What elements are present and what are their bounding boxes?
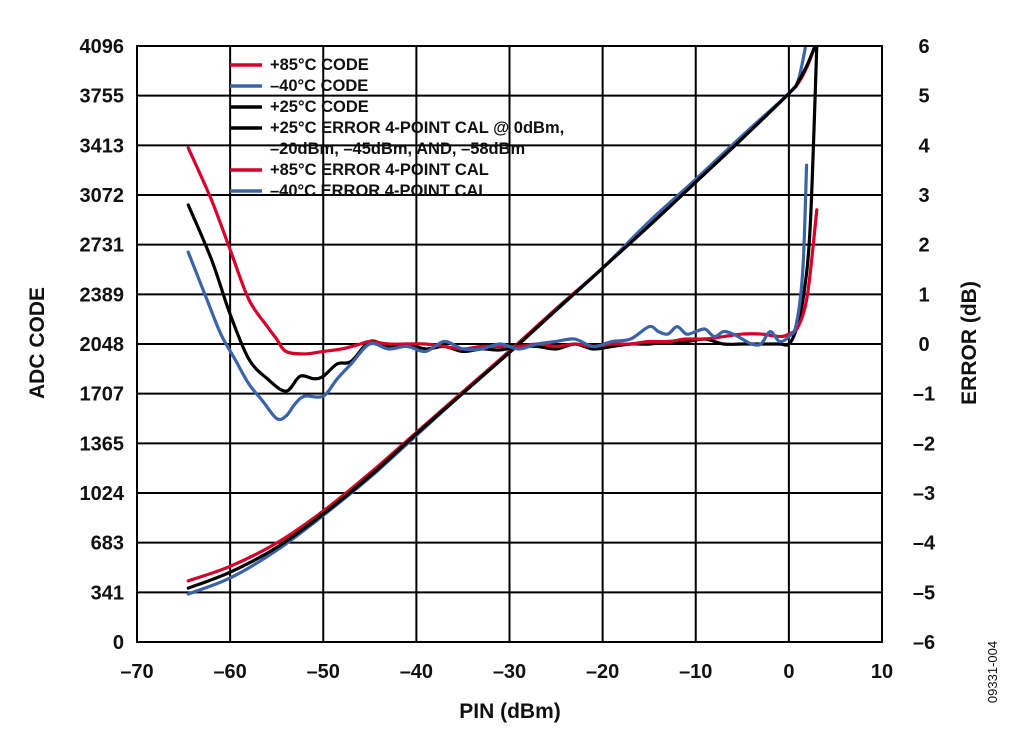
legend-label-4: +25°C ERROR 4-POINT CAL @ 0dBm, <box>270 119 564 137</box>
x-tick-label: –60 <box>213 661 246 683</box>
y-axis-label: ADC CODE <box>26 287 49 399</box>
y2-tick-label: 0 <box>918 334 929 356</box>
y-tick-label: 4096 <box>80 36 125 58</box>
x-axis-label: PIN (dBm) <box>459 700 561 723</box>
y2-tick-label: –5 <box>913 582 935 604</box>
x-tick-label: –10 <box>679 661 712 683</box>
series-line-3 <box>186 46 817 590</box>
y2-tick-label: 4 <box>918 135 930 157</box>
y-tick-label: 2731 <box>80 235 125 257</box>
y2-tick-label: 5 <box>918 86 929 108</box>
series-layer <box>186 46 819 596</box>
y-tick-label: 341 <box>91 582 124 604</box>
tick-labels: –70 –60 –50 –40 –30 –20 –10 0 100341683102413651… <box>80 36 936 683</box>
y2-tick-label: –3 <box>913 483 935 505</box>
y2-tick-label: –4 <box>913 533 936 555</box>
x-tick-label: –20 <box>586 661 619 683</box>
y-tick-label: 2048 <box>80 334 125 356</box>
y-tick-label: 3413 <box>80 135 125 157</box>
plot-frame <box>136 45 883 643</box>
x-tick-label: –50 <box>307 661 340 683</box>
x-tick-label: –40 <box>400 661 433 683</box>
y2-tick-label: –1 <box>913 384 935 406</box>
y-tick-label: 683 <box>91 533 124 555</box>
x-tick-label: –30 <box>493 661 526 683</box>
y2-tick-label: 2 <box>918 235 929 257</box>
y2-tick-label: 6 <box>918 36 929 58</box>
legend-label-3: +25°C CODE <box>270 98 369 116</box>
series-line-6 <box>186 163 809 422</box>
x-tick-label: 10 <box>871 661 893 683</box>
legend-label-2: –40°C CODE <box>270 77 368 95</box>
y-tick-label: 2389 <box>80 284 125 306</box>
y2-tick-label: –2 <box>913 433 935 455</box>
x-tick-label: 0 <box>783 661 794 683</box>
legend-label-5: +85°C ERROR 4-POINT CAL <box>270 161 489 179</box>
y-tick-label: 0 <box>113 632 124 654</box>
y2-tick-label: –6 <box>913 632 935 654</box>
y-tick-label: 3755 <box>80 86 125 108</box>
legend: +85°C CODE –40°C CODE +25°C CODE +25°C ERRO… <box>230 56 564 200</box>
legend-label-6: –40°C ERROR 4-POINT CAL <box>270 182 488 200</box>
y2-axis-label: ERROR (dB) <box>958 281 981 405</box>
y-tick-label: 3072 <box>80 185 125 207</box>
y-tick-label: 1024 <box>80 483 125 505</box>
y2-tick-label: 3 <box>918 185 929 207</box>
figure-id: 09331-004 <box>985 641 1000 703</box>
y2-tick-label: 1 <box>918 284 929 306</box>
y-tick-label: 1707 <box>80 384 125 406</box>
legend-label-4: –20dBm, –45dBm, AND, –58dBm <box>270 140 525 158</box>
x-tick-label: –70 <box>120 661 153 683</box>
y-tick-label: 1365 <box>80 433 125 455</box>
legend-label-1: +85°C CODE <box>270 56 369 74</box>
